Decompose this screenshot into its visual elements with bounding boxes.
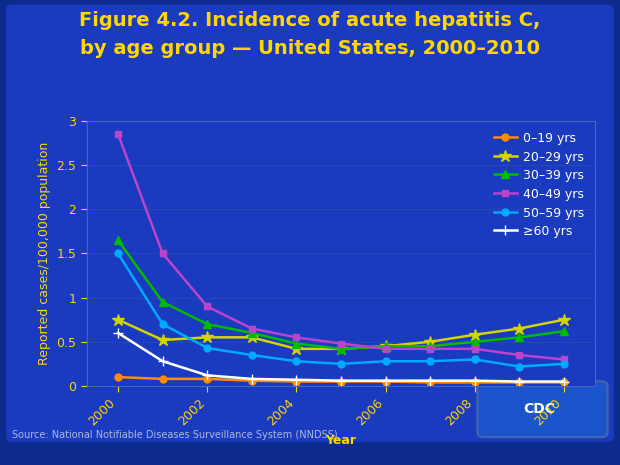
20–29 yrs xyxy=(248,335,255,340)
0–19 yrs xyxy=(248,378,255,384)
50–59 yrs xyxy=(114,251,122,256)
0–19 yrs xyxy=(159,376,166,382)
≥60 yrs xyxy=(114,330,122,336)
Line: 30–39 yrs: 30–39 yrs xyxy=(114,236,568,353)
50–59 yrs xyxy=(560,361,568,366)
30–39 yrs xyxy=(471,339,479,345)
Line: 40–49 yrs: 40–49 yrs xyxy=(115,131,567,363)
30–39 yrs xyxy=(248,330,255,336)
30–39 yrs xyxy=(203,321,211,327)
Text: by age group — United States, 2000–2010: by age group — United States, 2000–2010 xyxy=(80,39,540,58)
≥60 yrs xyxy=(159,359,166,364)
50–59 yrs xyxy=(471,357,479,362)
Text: Source: National Notifiable Diseases Surveillance System (NNDSS): Source: National Notifiable Diseases Sur… xyxy=(12,430,338,440)
30–39 yrs xyxy=(337,346,345,352)
FancyBboxPatch shape xyxy=(477,381,608,437)
Text: CDC: CDC xyxy=(523,402,556,416)
50–59 yrs xyxy=(159,321,166,327)
0–19 yrs xyxy=(427,379,434,385)
≥60 yrs xyxy=(293,377,300,383)
≥60 yrs xyxy=(516,379,523,384)
≥60 yrs xyxy=(560,379,568,384)
20–29 yrs xyxy=(293,346,300,352)
20–29 yrs xyxy=(516,326,523,331)
0–19 yrs xyxy=(560,379,568,385)
40–49 yrs xyxy=(427,346,434,352)
40–49 yrs xyxy=(560,357,568,362)
30–39 yrs xyxy=(293,341,300,346)
20–29 yrs xyxy=(427,339,434,345)
30–39 yrs xyxy=(159,299,166,305)
20–29 yrs xyxy=(560,317,568,323)
40–49 yrs xyxy=(516,352,523,358)
30–39 yrs xyxy=(560,328,568,334)
Line: 20–29 yrs: 20–29 yrs xyxy=(112,313,570,355)
≥60 yrs xyxy=(382,378,389,384)
40–49 yrs xyxy=(114,132,122,137)
≥60 yrs xyxy=(203,372,211,378)
40–49 yrs xyxy=(382,346,389,352)
≥60 yrs xyxy=(248,376,255,382)
20–29 yrs xyxy=(382,343,389,349)
20–29 yrs xyxy=(337,346,345,352)
40–49 yrs xyxy=(159,251,166,256)
20–29 yrs xyxy=(114,317,122,323)
0–19 yrs xyxy=(293,379,300,384)
30–39 yrs xyxy=(382,343,389,349)
0–19 yrs xyxy=(471,379,479,385)
40–49 yrs xyxy=(471,346,479,352)
Line: ≥60 yrs: ≥60 yrs xyxy=(113,328,569,386)
30–39 yrs xyxy=(516,335,523,340)
Line: 50–59 yrs: 50–59 yrs xyxy=(115,250,567,370)
50–59 yrs xyxy=(516,364,523,369)
50–59 yrs xyxy=(293,359,300,364)
X-axis label: Year: Year xyxy=(326,434,356,447)
40–49 yrs xyxy=(337,341,345,346)
40–49 yrs xyxy=(293,335,300,340)
≥60 yrs xyxy=(427,378,434,384)
≥60 yrs xyxy=(471,378,479,384)
50–59 yrs xyxy=(382,359,389,364)
50–59 yrs xyxy=(248,352,255,358)
0–19 yrs xyxy=(382,379,389,384)
20–29 yrs xyxy=(203,335,211,340)
Text: Figure 4.2. Incidence of acute hepatitis C,: Figure 4.2. Incidence of acute hepatitis… xyxy=(79,11,541,30)
FancyBboxPatch shape xyxy=(6,5,614,442)
50–59 yrs xyxy=(427,359,434,364)
Y-axis label: Reported cases/100,000 population: Reported cases/100,000 population xyxy=(38,142,51,365)
40–49 yrs xyxy=(248,326,255,331)
Legend: 0–19 yrs, 20–29 yrs, 30–39 yrs, 40–49 yrs, 50–59 yrs, ≥60 yrs: 0–19 yrs, 20–29 yrs, 30–39 yrs, 40–49 yr… xyxy=(489,127,589,243)
0–19 yrs xyxy=(337,379,345,384)
0–19 yrs xyxy=(114,374,122,380)
50–59 yrs xyxy=(203,345,211,351)
0–19 yrs xyxy=(516,379,523,385)
0–19 yrs xyxy=(203,376,211,382)
20–29 yrs xyxy=(471,332,479,338)
50–59 yrs xyxy=(337,361,345,366)
20–29 yrs xyxy=(159,337,166,343)
≥60 yrs xyxy=(337,378,345,384)
Line: 0–19 yrs: 0–19 yrs xyxy=(115,374,567,386)
40–49 yrs xyxy=(203,304,211,309)
30–39 yrs xyxy=(114,238,122,243)
30–39 yrs xyxy=(427,343,434,349)
